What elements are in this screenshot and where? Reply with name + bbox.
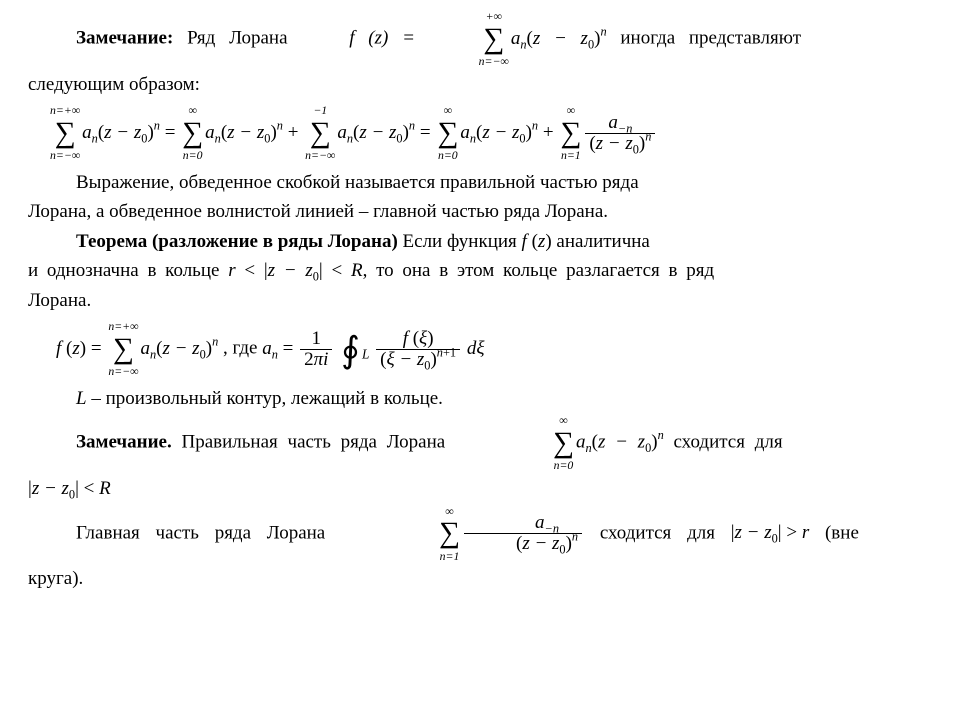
sum-lower: n=−∞ [431,55,509,69]
sum4: ∞∑n=0 [437,104,458,163]
l: n=+∞ [108,320,138,334]
l: ∞ [560,104,581,118]
principal-line: Главная часть ряда Лорана ∞∑n=1a−n(z − z… [28,505,932,564]
principal-sum: ∞∑n=1a−n(z − z0)n [341,505,584,564]
p3a: Выражение, обведенное скобкой называется… [28,169,932,197]
l: ∞ [505,414,574,428]
l: n=1 [560,149,581,163]
remark2-label: Замечание. [76,432,172,453]
th-t4: , то она в этом кольце разлагается в ряд [363,260,715,281]
remark1-sum: +∞∑n=−∞ [431,10,509,69]
pr-t2a: сходится [600,522,671,543]
l: ∞ [437,104,458,118]
principal-cond: |z − z0| > r [731,522,810,543]
th-t3: и однозначна в кольце [28,260,228,281]
l: n=0 [505,459,574,473]
theorem-line2: и однозначна в кольце r < |z − z0| < R, … [28,257,932,285]
th-t1: Если функция [398,231,522,252]
principal-line2: круга). [28,565,932,593]
remark1-label: Замечание: [76,28,173,49]
remark1-t1a: Ряд [187,28,215,49]
plus1: + [288,122,303,143]
sum-upper: +∞ [431,10,509,24]
pL-txt: – произвольный контур, лежащий в кольце. [91,388,443,409]
theorem-line3: Лорана. [28,287,932,315]
p3b: Лорана, а обведенное волнистой линией – … [28,198,932,226]
remark2: Замечание. Правильная часть ряда Лорана … [28,414,932,473]
l: n=0 [182,149,203,163]
l: ∞ [391,505,460,519]
remark1: Замечание: Ряд Лорана f (z) = +∞∑n=−∞an(… [28,10,932,69]
pr-b: часть [156,522,199,543]
sum2: ∞∑n=0 [182,104,203,163]
l: n=−∞ [305,149,335,163]
l: n=0 [437,149,458,163]
l: n=1 [391,550,460,564]
remark1-lhs: f (z) = [349,28,428,49]
frac-principal: a−n(z − z0)n [585,113,655,154]
th-ring: r < |z − z0| < R [228,260,362,281]
sum5: ∞∑n=1 [560,104,581,163]
frac-1-2pi: 12πi [300,329,332,370]
plus2: + [543,122,558,143]
coeff-equation: f (z) = n=+∞∑n=−∞an(z − z0)n , где an = … [56,320,932,379]
pr-c: ряда [215,522,251,543]
th-fz: f (z) [522,231,552,252]
l: −1 [305,104,335,118]
remark1-t2: иногда представляют [620,28,801,49]
remark1-formula: f (z) = +∞∑n=−∞an(z − z0)n [301,10,606,69]
r2-t1: Правильная часть ряда Лорана [172,432,455,453]
th-t2: аналитична [552,231,650,252]
lim-lo: n=−∞ [50,149,80,163]
pr-t3: (вне [825,522,859,543]
contour-integral: ∮ [341,331,360,369]
remark1-t1b: Лорана [229,28,287,49]
coeff-sum: n=+∞∑n=−∞ [108,320,138,379]
frac-fxi: f (ξ)(ξ − z0)n+1 [376,329,460,370]
sum1: n=+∞∑n=−∞ [50,104,80,163]
theorem-line1: Теорема (разложение в ряды Лорана) Если … [28,228,932,256]
eq1: = [165,122,180,143]
p2: следующим образом: [28,71,932,99]
theorem-label: Теорема (разложение в ряды Лорана) [76,231,398,252]
r2-t2: сходится для [664,432,783,453]
document-page: Замечание: Ряд Лорана f (z) = +∞∑n=−∞an(… [0,0,960,605]
l: n=−∞ [108,365,138,379]
r2-sum: ∞∑n=0an(z − z0)n [455,414,664,473]
sum3: −1∑n=−∞ [305,104,335,163]
lim-up: n=+∞ [50,104,80,118]
pr-t2b: для [687,522,715,543]
l: ∞ [182,104,203,118]
cond1: |z − z0| < R [28,475,932,503]
pr-d: Лорана [267,522,325,543]
big-equation: n=+∞∑n=−∞an(z − z0)n = ∞∑n=0an(z − z0)n … [48,104,932,163]
pL: L – произвольный контур, лежащий в кольц… [28,385,932,413]
eq2: = [420,122,435,143]
coeff-where: , где [223,338,262,359]
pr-a: Главная [76,522,140,543]
